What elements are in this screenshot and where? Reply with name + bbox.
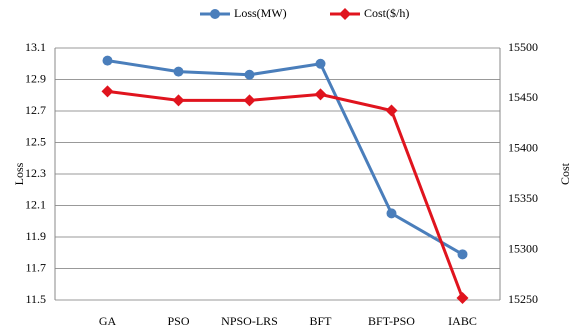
y-tick-label: 13.1: [25, 40, 46, 54]
y-tick-label: 12.5: [25, 134, 46, 148]
marker: [243, 94, 256, 107]
series-line: [107, 59, 464, 256]
series-line: [107, 89, 464, 299]
y-tick-label: 12.1: [25, 197, 46, 211]
y2-tick-label: 15500: [508, 40, 538, 54]
x-tick-label: BFT-PSO: [368, 314, 415, 328]
marker: [457, 249, 468, 260]
marker: [173, 66, 184, 77]
y-tick-label: 12.9: [25, 71, 46, 85]
x-tick-label: NPSO-LRS: [221, 314, 278, 328]
marker: [315, 58, 326, 69]
legend-marker: [339, 8, 351, 20]
x-tick-label: PSO: [167, 314, 189, 328]
y2-tick-label: 15350: [508, 191, 538, 205]
y2-axis-label: Cost: [558, 162, 572, 185]
marker: [314, 88, 327, 101]
legend-label: Cost($/h): [364, 6, 409, 20]
marker: [101, 85, 114, 98]
y-tick-label: 11.5: [25, 292, 46, 306]
marker: [102, 55, 113, 66]
x-tick-label: IABC: [448, 314, 477, 328]
legend-marker: [210, 9, 220, 19]
y-tick-label: 11.7: [25, 260, 46, 274]
y-tick-label: 11.9: [25, 229, 46, 243]
y-tick-label: 12.7: [25, 103, 46, 117]
y-axis-label: Loss: [12, 162, 26, 185]
marker: [385, 104, 398, 117]
y2-tick-label: 15450: [508, 90, 538, 104]
marker: [172, 94, 185, 107]
x-tick-label: BFT: [309, 314, 332, 328]
marker: [386, 208, 397, 219]
marker: [456, 291, 469, 304]
y-tick-label: 12.3: [25, 166, 46, 180]
y2-tick-label: 15300: [508, 241, 538, 255]
x-tick-label: GA: [99, 314, 117, 328]
marker: [244, 69, 255, 80]
y2-tick-label: 15400: [508, 141, 538, 155]
y2-tick-label: 15250: [508, 292, 538, 306]
legend-label: Loss(MW): [234, 6, 287, 20]
